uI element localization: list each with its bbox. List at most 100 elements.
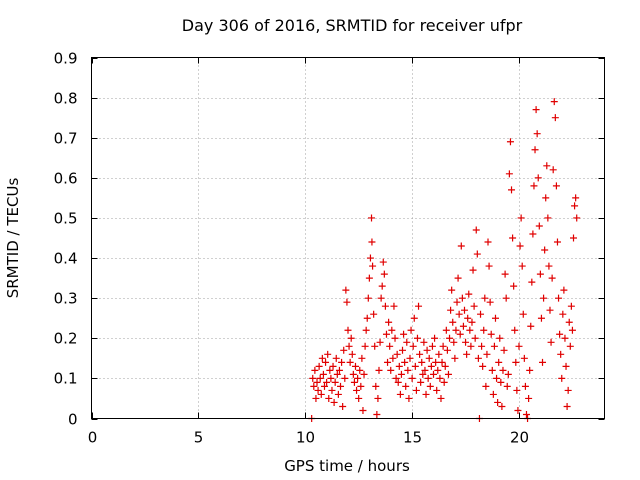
data-point <box>488 366 496 374</box>
y-axis-label: SRMTID / TECUs <box>4 178 22 299</box>
data-point <box>521 382 529 390</box>
data-point <box>425 354 433 362</box>
data-point <box>344 326 352 334</box>
data-point <box>459 322 467 330</box>
data-point <box>370 310 378 318</box>
data-point <box>446 334 454 342</box>
data-point <box>324 350 332 358</box>
data-point <box>395 362 403 370</box>
data-point <box>433 386 441 394</box>
data-point <box>566 342 574 350</box>
data-point <box>348 350 356 358</box>
data-point <box>377 294 385 302</box>
data-point <box>329 362 337 370</box>
x-tick-label: 10 <box>296 429 315 447</box>
data-point <box>363 314 371 322</box>
axis-ticks: 0 0.1 0.2 0.3 0.4 0.5 0.6 0.7 0.8 0.9 0 5 10 15 20 <box>54 50 605 447</box>
data-point <box>365 274 373 282</box>
data-point <box>502 294 510 302</box>
data-point <box>503 382 511 390</box>
data-point <box>499 366 507 374</box>
data-point <box>323 378 331 386</box>
data-point <box>444 370 452 378</box>
y-tick-label: 0.2 <box>54 330 78 348</box>
data-point <box>463 350 471 358</box>
data-point <box>572 194 580 202</box>
data-point <box>439 342 447 350</box>
data-point <box>346 358 354 366</box>
data-point <box>494 398 502 406</box>
data-point <box>522 410 530 418</box>
data-point <box>468 318 476 326</box>
data-point <box>570 234 578 242</box>
data-point <box>362 326 370 334</box>
data-point <box>311 366 319 374</box>
data-point <box>564 386 572 394</box>
data-point <box>410 314 418 322</box>
data-point <box>350 378 358 386</box>
data-point <box>567 302 575 310</box>
data-point <box>351 362 359 370</box>
data-point <box>426 382 434 390</box>
y-tick-label: 0.8 <box>54 90 78 108</box>
y-tick-label: 0.4 <box>54 250 78 268</box>
y-tick-label: 0 <box>68 411 78 429</box>
data-point <box>551 114 559 122</box>
data-point <box>401 358 409 366</box>
data-point <box>562 362 570 370</box>
data-point <box>423 346 431 354</box>
data-point <box>406 354 414 362</box>
data-point <box>420 338 428 346</box>
data-point <box>495 358 503 366</box>
data-point <box>516 242 524 250</box>
grid <box>91 57 605 419</box>
data-point <box>558 374 566 382</box>
data-point <box>409 342 417 350</box>
data-point <box>411 362 419 370</box>
data-point <box>517 214 525 222</box>
data-point <box>407 326 415 334</box>
data-point <box>334 390 342 398</box>
chart-title: Day 306 of 2016, SRMTID for receiver ufp… <box>182 16 523 35</box>
data-point <box>330 398 338 406</box>
y-tick-label: 0.6 <box>54 170 78 188</box>
data-point <box>513 386 521 394</box>
data-point <box>386 342 394 350</box>
data-point <box>314 386 322 394</box>
data-point <box>525 394 533 402</box>
data-point <box>417 378 425 386</box>
data-point <box>428 342 436 350</box>
data-point <box>509 234 517 242</box>
data-point <box>557 350 565 358</box>
data-point <box>573 214 581 222</box>
data-point <box>355 394 363 402</box>
data-point <box>465 290 473 298</box>
data-point <box>447 306 455 314</box>
data-point <box>483 350 491 358</box>
data-point <box>393 350 401 358</box>
data-point <box>339 402 347 410</box>
data-point <box>309 374 317 382</box>
data-point <box>466 326 474 334</box>
data-point <box>537 314 545 322</box>
data-point <box>343 298 351 306</box>
data-point <box>331 378 339 386</box>
data-point <box>565 318 573 326</box>
data-point <box>458 294 466 302</box>
data-point <box>347 334 355 342</box>
data-point <box>399 346 407 354</box>
data-point <box>471 334 479 342</box>
data-point <box>325 394 333 402</box>
data-point <box>415 302 423 310</box>
data-point <box>376 338 384 346</box>
data-point <box>326 366 334 374</box>
data-point <box>381 302 389 310</box>
data-point <box>405 394 413 402</box>
data-point <box>317 390 325 398</box>
data-point <box>338 358 346 366</box>
data-point <box>563 402 571 410</box>
data-point <box>490 342 498 350</box>
y-tick-label: 0.1 <box>54 370 78 388</box>
data-point <box>341 374 349 382</box>
data-point <box>531 146 539 154</box>
